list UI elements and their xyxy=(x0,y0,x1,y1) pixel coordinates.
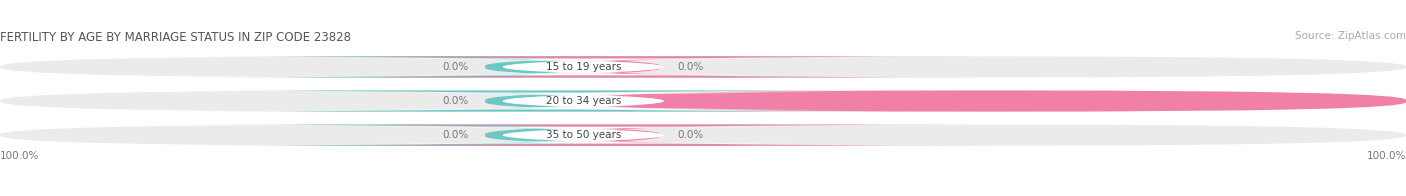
FancyBboxPatch shape xyxy=(267,56,977,77)
Text: 35 to 50 years: 35 to 50 years xyxy=(546,130,621,140)
Text: FERTILITY BY AGE BY MARRIAGE STATUS IN ZIP CODE 23828: FERTILITY BY AGE BY MARRIAGE STATUS IN Z… xyxy=(0,31,352,44)
Text: 100.0%: 100.0% xyxy=(1367,151,1406,161)
FancyBboxPatch shape xyxy=(190,91,879,112)
FancyBboxPatch shape xyxy=(312,93,853,110)
FancyBboxPatch shape xyxy=(0,56,1406,77)
Text: 100.0%: 100.0% xyxy=(0,151,39,161)
FancyBboxPatch shape xyxy=(583,91,1406,112)
FancyBboxPatch shape xyxy=(0,91,1406,112)
Text: 0.0%: 0.0% xyxy=(678,62,704,72)
FancyBboxPatch shape xyxy=(312,58,853,75)
FancyBboxPatch shape xyxy=(190,125,879,146)
FancyBboxPatch shape xyxy=(190,56,879,77)
FancyBboxPatch shape xyxy=(312,127,853,144)
Text: Source: ZipAtlas.com: Source: ZipAtlas.com xyxy=(1295,31,1406,41)
Text: 15 to 19 years: 15 to 19 years xyxy=(546,62,621,72)
FancyBboxPatch shape xyxy=(0,125,1406,146)
Text: 20 to 34 years: 20 to 34 years xyxy=(546,96,621,106)
Text: 0.0%: 0.0% xyxy=(441,130,468,140)
Text: 0.0%: 0.0% xyxy=(678,130,704,140)
Text: 0.0%: 0.0% xyxy=(441,62,468,72)
FancyBboxPatch shape xyxy=(267,125,977,146)
Text: 0.0%: 0.0% xyxy=(441,96,468,106)
